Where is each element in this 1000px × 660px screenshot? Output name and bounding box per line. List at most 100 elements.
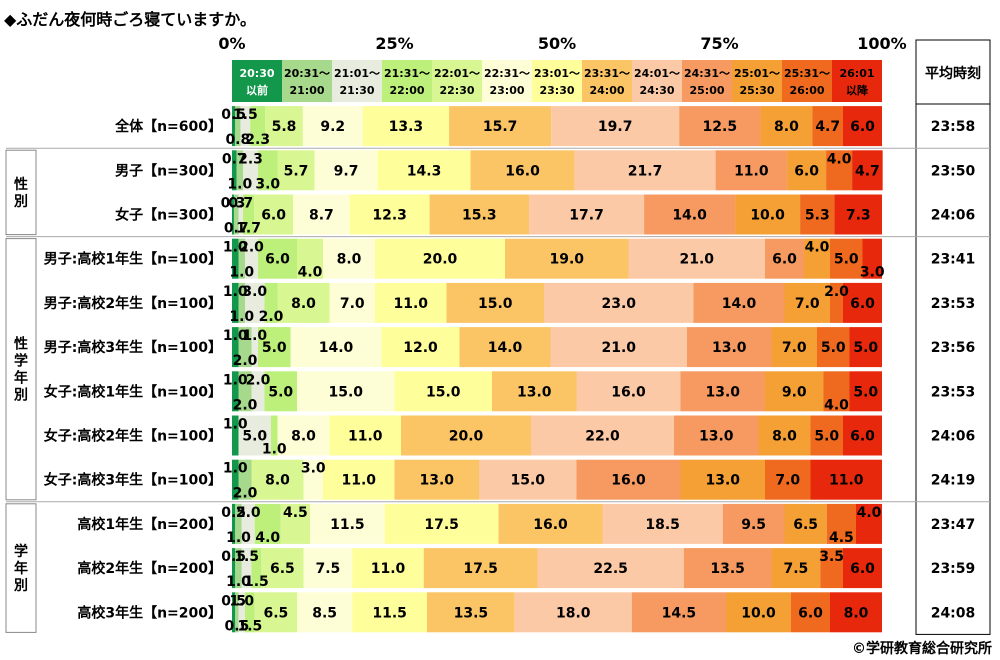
data-label: 22.5 bbox=[593, 561, 628, 577]
data-label: 6.5 bbox=[270, 561, 295, 577]
bar-segment bbox=[277, 282, 330, 323]
data-label: 2.0 bbox=[824, 284, 849, 300]
bar-segment bbox=[261, 548, 304, 589]
bar-segment bbox=[238, 327, 252, 368]
data-label: 23.0 bbox=[601, 296, 636, 312]
bar-segment bbox=[683, 548, 772, 589]
data-label: 1.0 bbox=[229, 265, 254, 281]
bar-segment bbox=[715, 150, 788, 191]
average-time: 23:50 bbox=[931, 163, 976, 179]
bar-segment bbox=[264, 371, 297, 412]
legend-swatch bbox=[482, 60, 532, 102]
bar-segment bbox=[297, 371, 395, 412]
bar-segment bbox=[849, 371, 882, 412]
data-label: 21.7 bbox=[628, 163, 663, 179]
bar-segment bbox=[232, 371, 239, 412]
legend-label: 25:30 bbox=[739, 84, 774, 97]
average-time: 24:06 bbox=[931, 429, 976, 445]
bar-segment bbox=[514, 592, 632, 633]
group-label-box bbox=[5, 149, 37, 236]
bar-segment bbox=[394, 371, 492, 412]
bar-segment bbox=[238, 459, 252, 500]
data-label: 2.0 bbox=[246, 372, 271, 388]
bar-segment bbox=[245, 592, 255, 633]
bar-segment bbox=[384, 503, 499, 544]
group-label-char: 年 bbox=[14, 560, 28, 577]
data-label: 7.0 bbox=[782, 340, 807, 356]
bar-segment bbox=[241, 548, 252, 589]
data-label: 2.0 bbox=[233, 397, 258, 413]
bar-segment bbox=[679, 106, 761, 147]
data-label: 0.5 bbox=[224, 618, 249, 634]
bar-segment bbox=[377, 150, 471, 191]
data-label: 4.7 bbox=[855, 163, 880, 179]
legend-label: 22:00 bbox=[389, 84, 424, 97]
bar-segment bbox=[232, 238, 239, 279]
bar-segment bbox=[843, 415, 882, 456]
bar-segment bbox=[232, 415, 239, 456]
data-label: 5.0 bbox=[853, 340, 878, 356]
bar-segment bbox=[644, 194, 736, 235]
bar-segment bbox=[238, 592, 245, 633]
bar-segment bbox=[602, 503, 723, 544]
legend-swatch bbox=[732, 60, 782, 102]
bar-segment bbox=[254, 592, 297, 633]
bar-segment bbox=[238, 282, 245, 323]
data-label: 15.0 bbox=[510, 473, 545, 489]
bar-segment bbox=[232, 106, 236, 147]
data-label: 1.0 bbox=[242, 328, 267, 344]
data-label: 2.0 bbox=[233, 486, 258, 502]
bar-segment bbox=[758, 415, 811, 456]
data-label: 20.0 bbox=[449, 429, 484, 445]
bar-segment bbox=[264, 282, 278, 323]
data-label: 4.0 bbox=[255, 530, 280, 546]
data-label: 0.7 bbox=[222, 151, 247, 167]
legend-label: 23:30 bbox=[539, 84, 574, 97]
bar-segment bbox=[852, 150, 883, 191]
bar-segment bbox=[297, 592, 353, 633]
data-label: 1.5 bbox=[234, 549, 259, 565]
data-label: 5.0 bbox=[821, 340, 846, 356]
data-label: 1.5 bbox=[237, 618, 262, 634]
data-label: 6.0 bbox=[261, 208, 286, 224]
data-label: 13.0 bbox=[705, 384, 740, 400]
data-label: 4.0 bbox=[298, 265, 323, 281]
axis-tick-label: 100% bbox=[857, 34, 906, 53]
data-label: 22.0 bbox=[585, 429, 620, 445]
bar-segment bbox=[238, 194, 244, 235]
bar-segment bbox=[238, 371, 252, 412]
group-label-char: 別 bbox=[13, 194, 28, 210]
data-label: 16.0 bbox=[505, 163, 540, 179]
row-label: 男子:高校2年生【n=100】 bbox=[44, 295, 222, 312]
data-label: 1.5 bbox=[233, 107, 258, 123]
legend-swatch bbox=[232, 60, 282, 102]
bar-segment bbox=[232, 327, 239, 368]
data-label: 1.0 bbox=[223, 284, 248, 300]
bar-segment bbox=[250, 106, 266, 147]
bar-segment bbox=[251, 459, 304, 500]
bar-segment bbox=[498, 503, 603, 544]
bar-segment bbox=[784, 503, 827, 544]
legend-swatch bbox=[832, 60, 882, 102]
data-label: 5.3 bbox=[805, 208, 830, 224]
data-label: 4.0 bbox=[824, 397, 849, 413]
bar-segment bbox=[823, 371, 850, 412]
data-label: 13.3 bbox=[389, 119, 424, 135]
bar-segment bbox=[826, 150, 853, 191]
data-label: 4.0 bbox=[805, 240, 830, 256]
data-label: 15.3 bbox=[462, 208, 497, 224]
bar-segment bbox=[352, 592, 427, 633]
bar-segment bbox=[401, 415, 531, 456]
row-label: 男子:高校3年生【n=100】 bbox=[44, 339, 222, 356]
data-label: 0.7 bbox=[228, 196, 253, 212]
data-label: 4.5 bbox=[283, 505, 308, 521]
bar-segment bbox=[804, 238, 830, 279]
axis-tick-label: 75% bbox=[700, 34, 738, 53]
legend-label: 21:31～ bbox=[384, 67, 430, 80]
group-label-char: 性 bbox=[14, 336, 28, 353]
data-label: 6.0 bbox=[798, 605, 823, 621]
data-label: 17.7 bbox=[569, 208, 604, 224]
data-label: 5.0 bbox=[834, 252, 859, 268]
data-label: 0.5 bbox=[221, 593, 246, 609]
average-header: 平均時刻 bbox=[925, 65, 981, 82]
